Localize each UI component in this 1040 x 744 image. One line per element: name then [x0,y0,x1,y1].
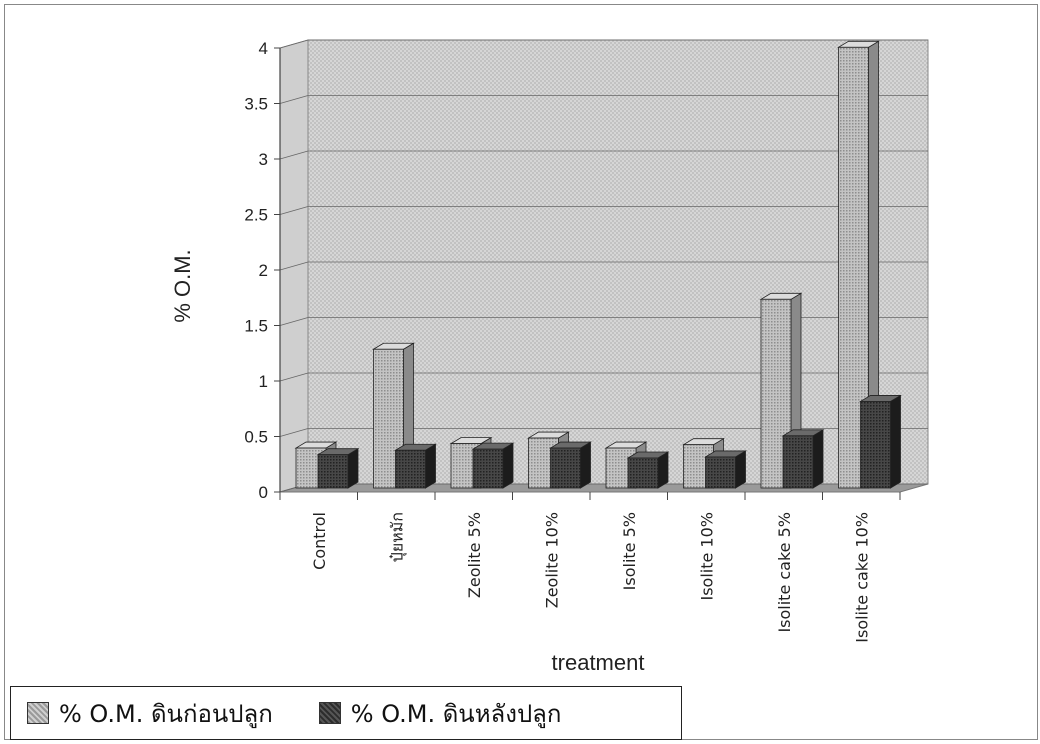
bar-after [394,443,437,489]
bar-side [425,443,436,489]
gridline-diagonal [279,95,309,104]
bars [294,40,902,489]
gridline-diagonal [279,261,309,271]
bar-after [316,447,360,489]
bar-side [580,441,591,489]
x-tick-label: Zeolite 10% [542,512,561,608]
x-tick-label: Isolite 5% [620,512,639,590]
x-tick-label: Zeolite 5% [465,512,484,598]
y-tick-label: 0.5 [244,428,268,447]
x-axis-ticks: Control ปุ๋ยหมัก Zeolite 5% Zeolite 10% Isol… [279,492,901,643]
x-axis-label: treatment [552,650,645,675]
bar-front [705,456,736,489]
bar-front [395,449,426,489]
legend-label-after: % O.M. ดินหลังปลูก [350,699,562,728]
gridline-diagonal [279,317,309,326]
gridline-diagonal [279,428,309,437]
y-tick-label: 3 [259,150,268,169]
bar-front [550,447,581,489]
gridline-diagonal [279,150,309,160]
x-tick-label: Isolite cake 10% [852,512,871,643]
bar-after [626,451,670,489]
legend-item-after: % O.M. ดินหลังปลูก [318,694,562,733]
bar-side [812,429,824,489]
bar-front [627,457,659,489]
bar-front [782,435,814,489]
y-tick-label: 4 [259,39,268,58]
y-tick-label: 0 [259,483,268,502]
bar-side [502,442,514,489]
legend-item-before: % O.M. ดินก่อนปลูก [27,694,273,733]
legend-swatch-after [318,702,341,724]
x-tick-label: ปุ๋ยหมัก [387,512,407,562]
bar-after [781,429,825,489]
y-axis-label: % O.M. [170,249,195,322]
y-tick-label: 2.5 [244,206,268,225]
bar-after [471,442,515,489]
legend-swatch-before [27,702,49,724]
bar-after [549,441,592,489]
bar-before [837,40,880,489]
legend-label-before: % O.M. ดินก่อนปลูก [59,699,273,728]
x-tick-label: Isolite 10% [697,512,716,601]
x-tick-label: Isolite cake 5% [775,512,794,633]
bar-side [890,394,901,489]
gridline-diagonal [279,206,309,215]
y-tick-label: 1 [259,372,268,391]
x-tick-label: Control [310,512,329,570]
y-tick-label: 1.5 [244,317,268,336]
bar-front [860,401,891,489]
y-tick-label: 2 [259,261,268,280]
y-tick-label: 3.5 [244,95,268,114]
bar-after [859,394,902,489]
bar-side [347,447,359,489]
gridline-diagonal [279,372,309,382]
legend: % O.M. ดินก่อนปลูก % O.M. ดินหลังปลูก [10,686,682,740]
bar-front [317,454,349,489]
gridline-diagonal [279,39,309,49]
bar-front [472,448,504,489]
y-axis-ticks: 0 0.5 1 1.5 2 2.5 3 3.5 4 [244,39,281,502]
bar-after [704,450,747,489]
